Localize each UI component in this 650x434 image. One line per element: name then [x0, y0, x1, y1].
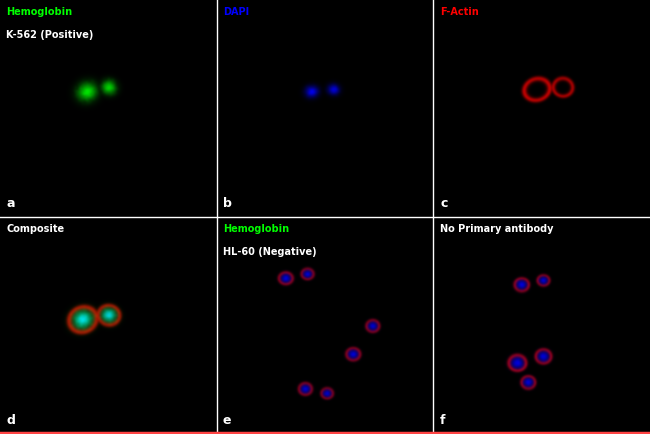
Text: Hemoglobin: Hemoglobin: [6, 7, 73, 16]
Text: F-Actin: F-Actin: [440, 7, 479, 16]
Text: a: a: [6, 197, 15, 210]
Text: c: c: [440, 197, 447, 210]
Text: Hemoglobin: Hemoglobin: [223, 224, 289, 233]
Text: No Primary antibody: No Primary antibody: [440, 224, 554, 233]
Text: d: d: [6, 414, 16, 427]
Text: K-562 (Positive): K-562 (Positive): [6, 30, 94, 40]
Text: Composite: Composite: [6, 224, 64, 233]
Text: e: e: [223, 414, 231, 427]
Text: f: f: [440, 414, 445, 427]
Text: b: b: [223, 197, 232, 210]
Text: DAPI: DAPI: [223, 7, 249, 16]
Text: HL-60 (Negative): HL-60 (Negative): [223, 247, 317, 257]
